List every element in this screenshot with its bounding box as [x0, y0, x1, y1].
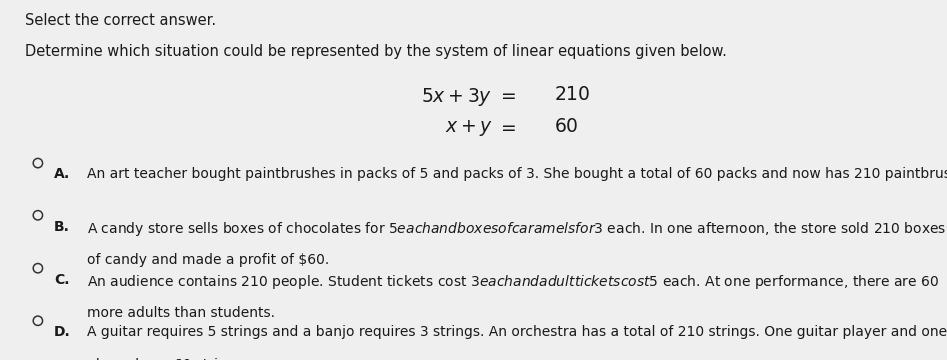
Text: A.: A.	[54, 167, 70, 181]
Text: $x + y$: $x + y$	[444, 118, 492, 138]
Text: A candy store sells boxes of chocolates for $5 each and boxes of caramels for $3: A candy store sells boxes of chocolates …	[87, 220, 947, 238]
Text: An audience contains 210 people. Student tickets cost $3 each and adult tickets : An audience contains 210 people. Student…	[87, 273, 939, 291]
Text: $5x + 3y$: $5x + 3y$	[421, 86, 492, 108]
Text: D.: D.	[54, 325, 71, 339]
Text: player have 60 strings.: player have 60 strings.	[87, 358, 247, 360]
Text: $60$: $60$	[554, 118, 579, 136]
Text: $=$: $=$	[497, 118, 516, 136]
Text: C.: C.	[54, 273, 69, 287]
Text: Determine which situation could be represented by the system of linear equations: Determine which situation could be repre…	[25, 44, 726, 59]
Text: $210$: $210$	[554, 86, 591, 104]
Text: B.: B.	[54, 220, 70, 234]
Text: of candy and made a profit of $60.: of candy and made a profit of $60.	[87, 253, 330, 267]
Text: Select the correct answer.: Select the correct answer.	[25, 13, 216, 28]
Text: more adults than students.: more adults than students.	[87, 306, 276, 320]
Text: $=$: $=$	[497, 86, 516, 104]
Text: A guitar requires 5 strings and a banjo requires 3 strings. An orchestra has a t: A guitar requires 5 strings and a banjo …	[87, 325, 947, 339]
Text: An art teacher bought paintbrushes in packs of 5 and packs of 3. She bought a to: An art teacher bought paintbrushes in pa…	[87, 167, 947, 181]
